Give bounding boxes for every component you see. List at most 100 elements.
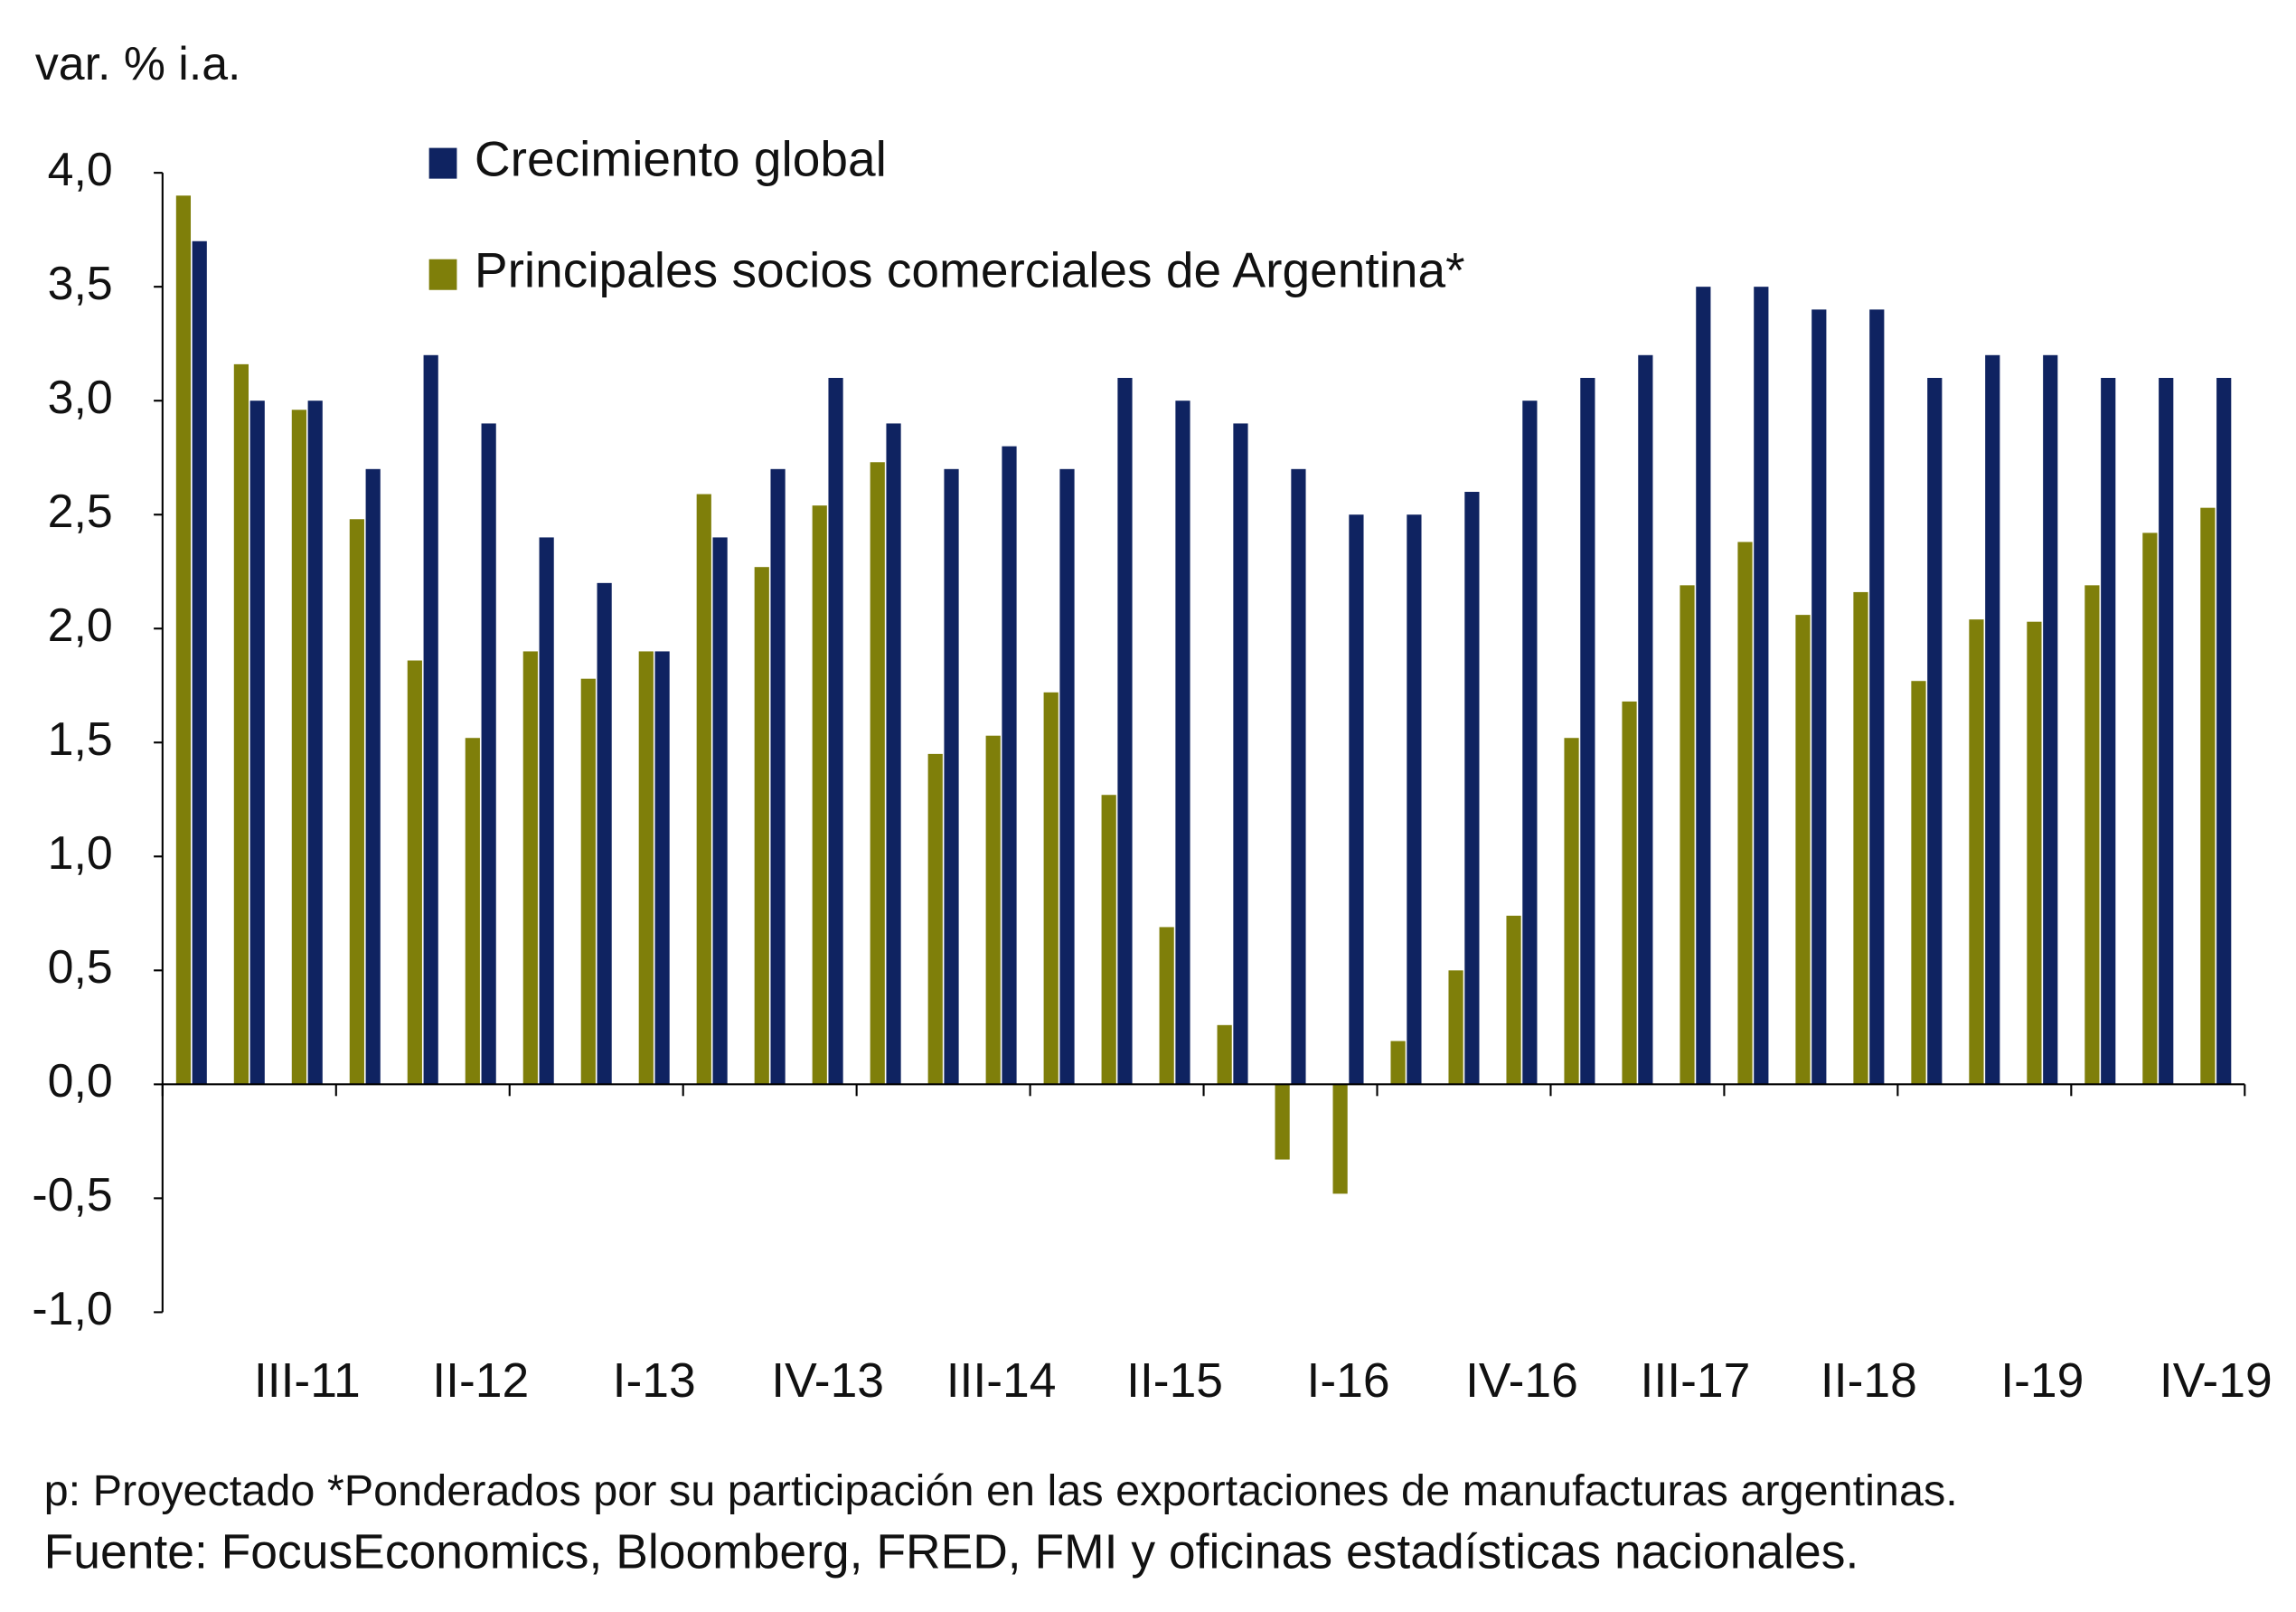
bar xyxy=(1175,401,1190,1085)
bar xyxy=(2200,507,2216,1085)
bar xyxy=(580,678,596,1085)
bar xyxy=(1390,1041,1406,1085)
x-tick-label: IV-19 xyxy=(2160,1354,2272,1408)
bar xyxy=(944,468,959,1085)
bar xyxy=(1464,492,1480,1085)
bar xyxy=(1002,446,1017,1085)
bar xyxy=(291,410,306,1085)
bar xyxy=(770,468,786,1085)
bar xyxy=(465,738,480,1085)
bar xyxy=(522,651,538,1085)
bar xyxy=(886,423,901,1085)
bar xyxy=(1795,615,1811,1085)
bar xyxy=(1159,927,1174,1085)
x-tick-label: IV-13 xyxy=(771,1354,884,1408)
bar xyxy=(985,735,1001,1085)
y-tick-label: 0,0 xyxy=(48,1054,113,1107)
bar xyxy=(1985,354,2000,1085)
bar xyxy=(1332,1084,1348,1194)
y-axis-label: var. % i.a. xyxy=(35,37,241,90)
bar xyxy=(233,363,249,1085)
bar xyxy=(2159,377,2174,1085)
bar xyxy=(828,377,843,1085)
y-tick-label: 2,5 xyxy=(48,485,113,537)
bar xyxy=(307,401,323,1085)
bar xyxy=(1696,287,1711,1085)
bar xyxy=(175,195,192,1085)
bar xyxy=(812,505,827,1085)
bar xyxy=(1217,1024,1232,1085)
bar xyxy=(1622,701,1637,1085)
y-tick-label: 1,0 xyxy=(48,826,113,879)
bar xyxy=(1291,468,1306,1085)
x-tick-label: I-13 xyxy=(613,1354,696,1408)
y-tick-label: -1,0 xyxy=(32,1282,112,1334)
bar xyxy=(1580,377,1595,1085)
bar xyxy=(870,462,885,1085)
y-tick-label: 3,5 xyxy=(48,257,113,309)
bar xyxy=(1737,542,1753,1085)
bar xyxy=(1969,619,1984,1085)
x-tick-label: III-11 xyxy=(254,1354,361,1408)
bar xyxy=(407,660,422,1085)
bar xyxy=(2216,377,2232,1085)
bar xyxy=(1101,795,1116,1085)
bar xyxy=(1233,423,1248,1085)
y-tick-label: 4,0 xyxy=(48,143,113,195)
bar xyxy=(423,354,438,1085)
bar xyxy=(2101,377,2116,1085)
bar xyxy=(1275,1084,1290,1160)
bar xyxy=(2027,621,2042,1085)
bar xyxy=(481,423,496,1085)
x-tick-label: II-12 xyxy=(432,1354,529,1408)
bar xyxy=(1811,309,1827,1085)
legend-swatch xyxy=(428,259,457,290)
bar xyxy=(1059,468,1075,1085)
bar xyxy=(638,651,654,1085)
bar xyxy=(2084,585,2100,1085)
x-tick-label: III-17 xyxy=(1641,1354,1751,1408)
bar xyxy=(1853,591,1868,1085)
bar xyxy=(1506,915,1521,1085)
legend-label: Principales socios comerciales de Argent… xyxy=(475,241,1465,297)
x-tick-label: III-14 xyxy=(946,1354,1057,1408)
bar xyxy=(597,582,612,1085)
x-tick-label: I-16 xyxy=(1306,1354,1389,1408)
bar xyxy=(192,240,207,1085)
bar xyxy=(2142,533,2158,1085)
bar xyxy=(1911,681,1926,1085)
x-tick-label: I-19 xyxy=(2000,1354,2084,1408)
bar xyxy=(1117,377,1133,1085)
bar xyxy=(1869,309,1885,1085)
bar xyxy=(1754,287,1769,1085)
y-tick-label: 0,5 xyxy=(48,940,113,993)
bar xyxy=(754,567,769,1085)
bar xyxy=(1927,377,1943,1085)
bar xyxy=(712,537,728,1085)
y-tick-label: -0,5 xyxy=(32,1168,112,1221)
bar xyxy=(696,494,711,1085)
bar xyxy=(249,401,265,1085)
source: Fuente: FocusEconomics, Bloomberg, FRED,… xyxy=(44,1525,1859,1579)
legend-swatch xyxy=(428,147,457,179)
x-tick-label: II-15 xyxy=(1126,1354,1223,1408)
y-tick-label: 2,0 xyxy=(48,599,113,651)
bar xyxy=(1564,738,1579,1085)
bar xyxy=(1448,970,1463,1085)
bar xyxy=(927,753,943,1085)
footnote: p: Proyectado *Ponderados por su partici… xyxy=(44,1466,1958,1515)
bar xyxy=(349,519,364,1085)
x-tick-label: IV-16 xyxy=(1465,1354,1578,1408)
y-tick-label: 3,0 xyxy=(48,371,113,423)
bar xyxy=(1638,354,1653,1085)
bar xyxy=(1522,401,1538,1085)
bar xyxy=(365,468,381,1085)
legend-label: Crecimiento global xyxy=(475,130,887,186)
bar xyxy=(2043,354,2058,1085)
x-tick-label: II-18 xyxy=(1821,1354,1917,1408)
bar xyxy=(1349,514,1364,1085)
bar xyxy=(1407,514,1422,1085)
bar xyxy=(1043,692,1059,1085)
bar xyxy=(1680,585,1695,1085)
